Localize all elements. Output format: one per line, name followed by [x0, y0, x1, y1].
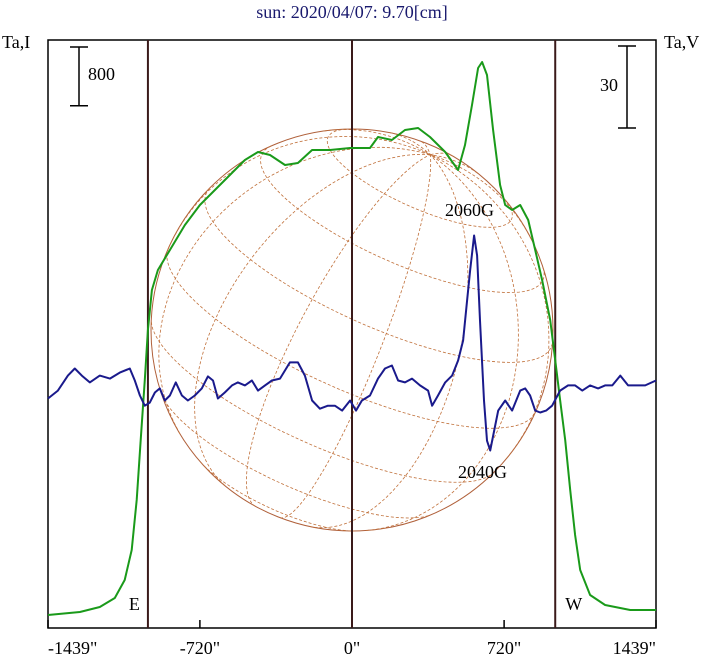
limb-label: W: [565, 594, 582, 614]
scale-label: 30: [600, 75, 618, 95]
grid-curve: [323, 129, 431, 156]
scale-label: 800: [88, 64, 115, 84]
chart-title: sun: 2020/04/07: 9.70[cm]: [256, 2, 448, 22]
y-axis-label: Ta,I: [2, 32, 30, 52]
grid-curve: [430, 154, 532, 239]
grid-curve: [430, 152, 454, 157]
grid-curve: [430, 154, 478, 174]
grid-curve: [389, 132, 431, 155]
grid-curve: [200, 461, 355, 532]
series-line: [47, 61, 656, 616]
annotation: 2040G: [458, 462, 507, 482]
grid-curve: [366, 154, 519, 531]
grid-curve: [150, 321, 493, 483]
x-tick-label: 1439": [613, 638, 656, 658]
grid-curve: [168, 136, 431, 249]
grid-curve: [260, 145, 545, 294]
x-tick-label: 0": [344, 638, 360, 658]
limb-label: E: [129, 594, 140, 614]
series-line: [47, 234, 657, 452]
annotation: 2060G: [445, 200, 494, 220]
grid-curve: [161, 395, 430, 519]
y2-axis-label: Ta,V: [664, 32, 699, 52]
grid-curve: [279, 154, 432, 519]
grid-curve: [421, 141, 431, 155]
grid-curve: [204, 187, 554, 363]
grid-curve: [245, 154, 431, 507]
grid-curve: [194, 153, 431, 486]
grid-curve: [430, 154, 550, 460]
x-tick-label: -1439": [48, 638, 97, 658]
grid-curve: [326, 128, 513, 228]
x-tick-label: 720": [487, 638, 521, 658]
x-tick-label: -720": [180, 638, 220, 658]
